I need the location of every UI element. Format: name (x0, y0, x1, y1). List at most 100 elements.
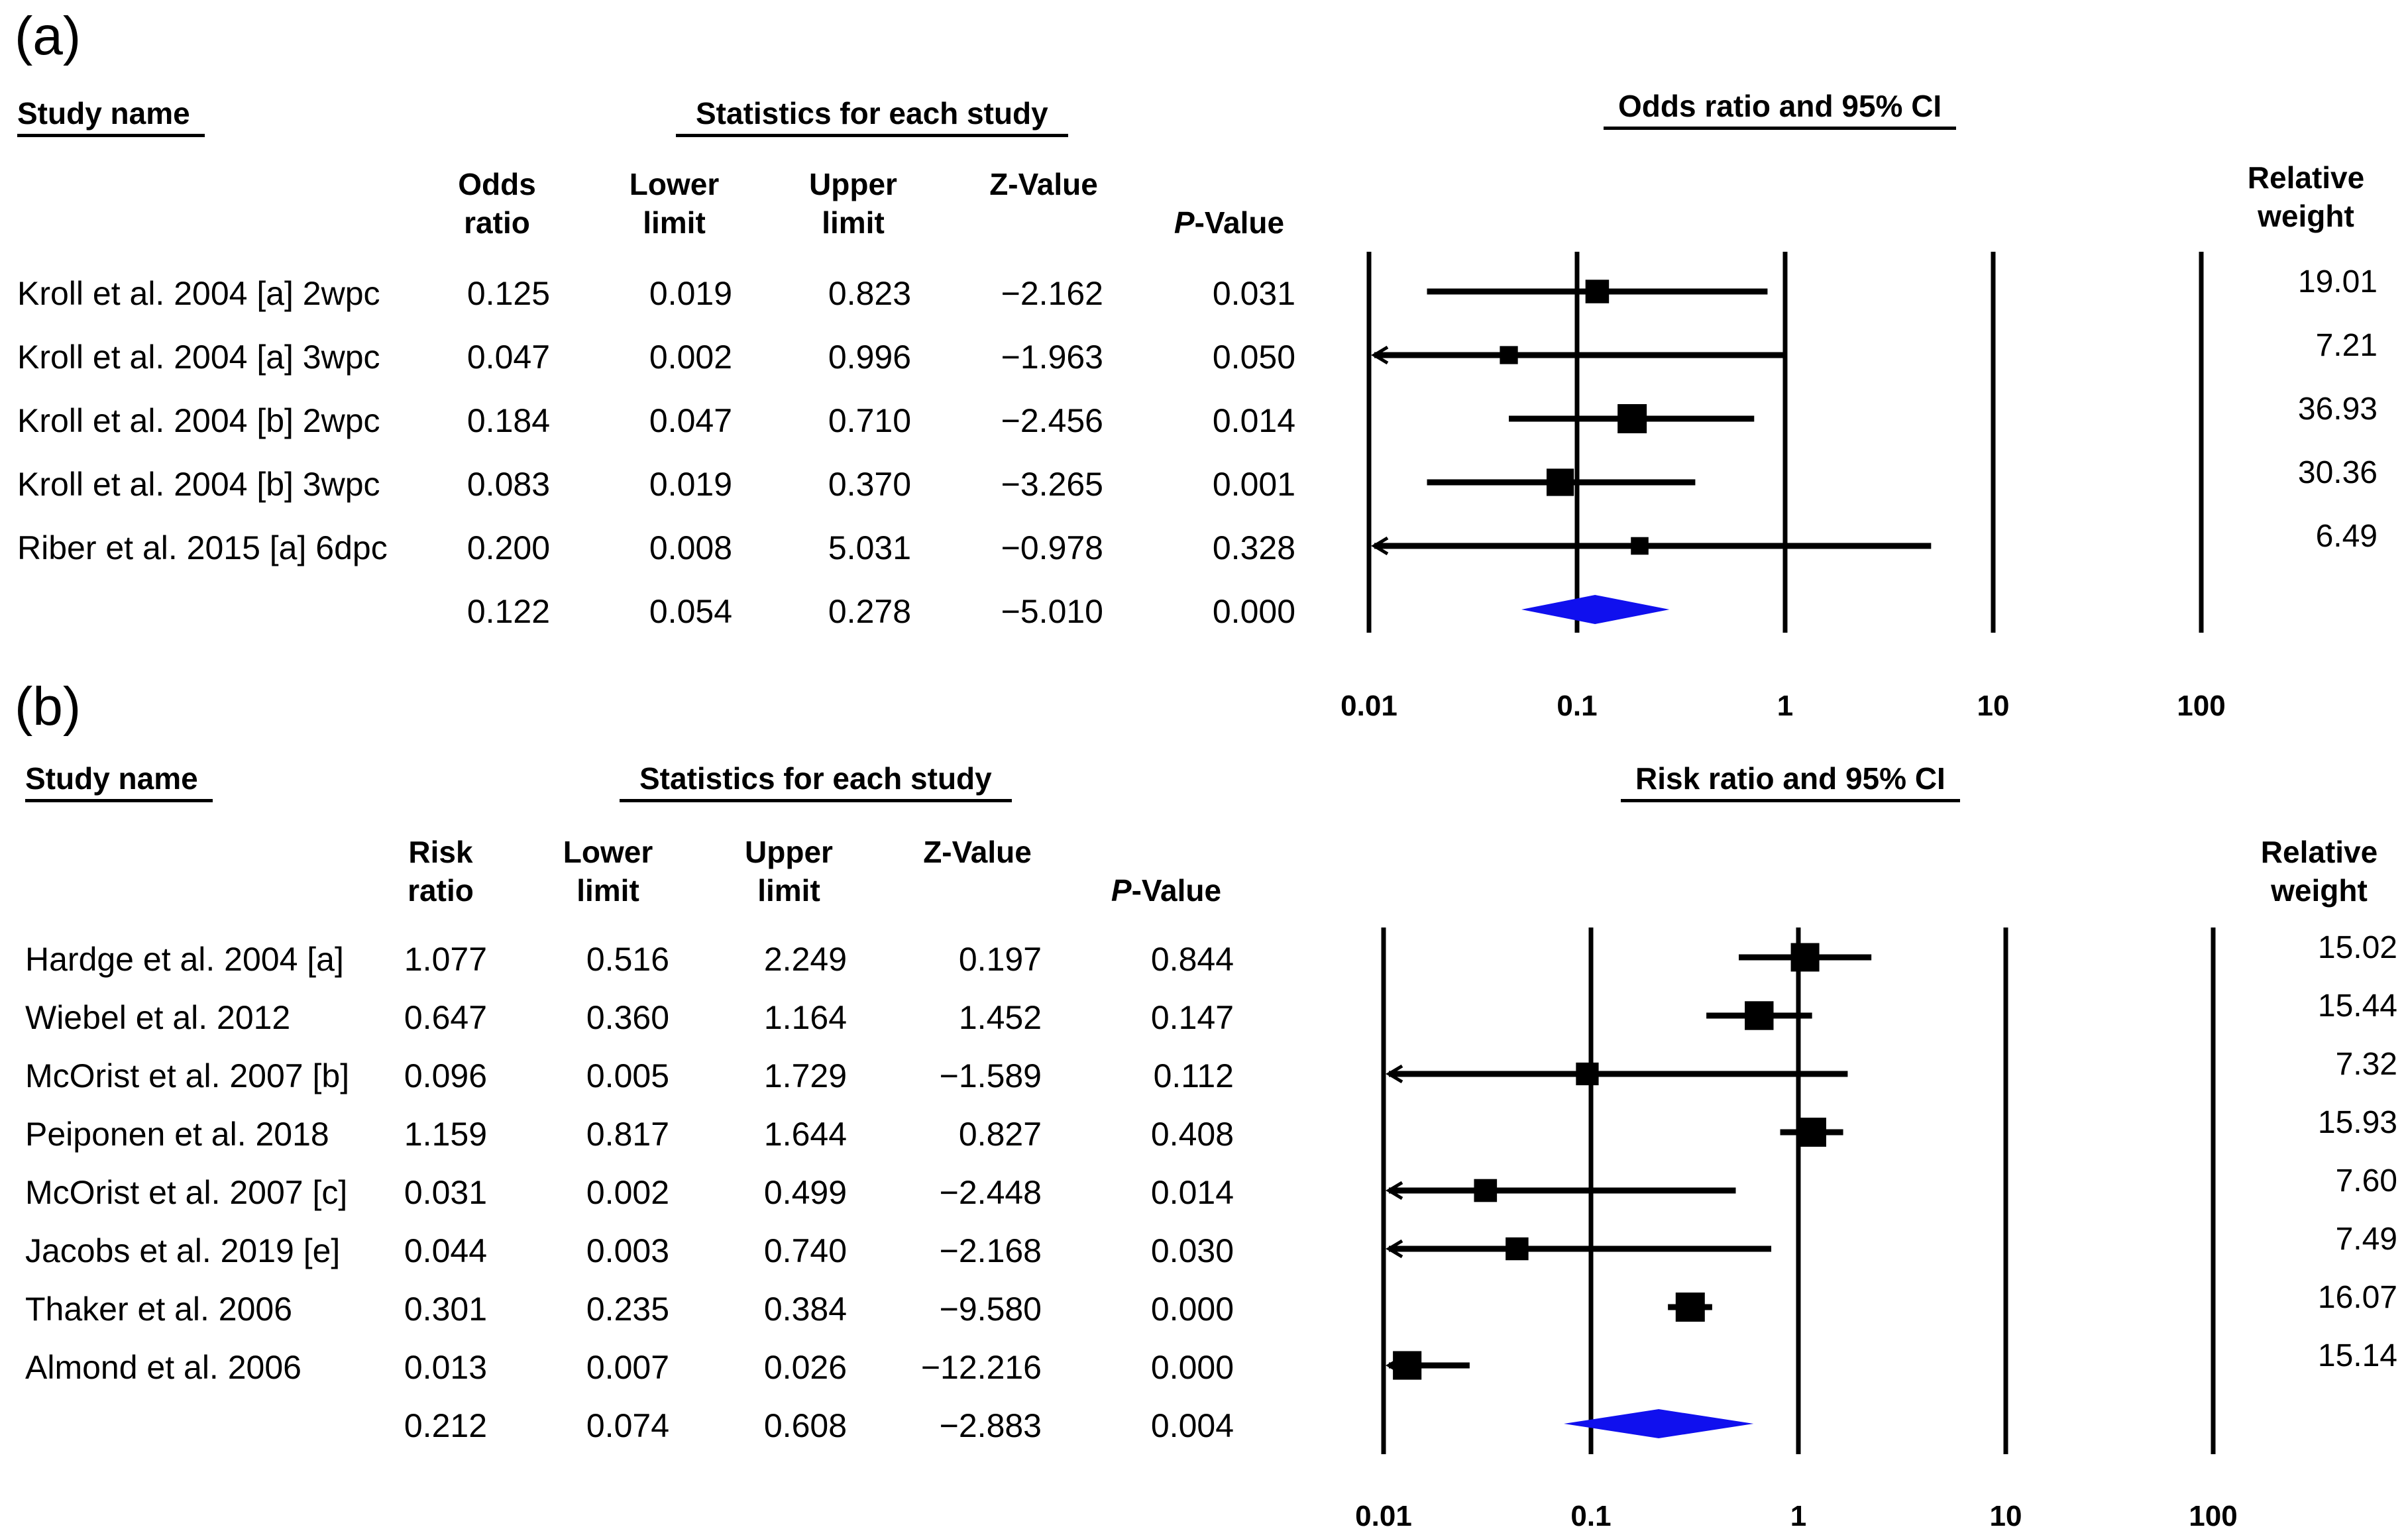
forest-plot-b: 0.01 0.1 1 10 100 (1355, 928, 2238, 1532)
col-header-lower: Lower limit (629, 167, 720, 240)
cell-lower: 0.002 (649, 339, 732, 376)
summary-diamond (1564, 1409, 1754, 1438)
cell-z: −1.589 (939, 1057, 1042, 1094)
ci-arrow (1371, 536, 1389, 556)
point-estimate (1631, 537, 1649, 555)
cell-ratio: 1.159 (404, 1116, 487, 1153)
point-estimate (1474, 1179, 1498, 1202)
summary-p: 0.000 (1212, 593, 1295, 630)
cell-ratio: 0.096 (404, 1057, 487, 1094)
forest-plot-a: 0.01 0.1 1 10 100 (1341, 252, 2226, 722)
stats-header: Statistics for each study (620, 763, 1012, 802)
cell-lower: 0.360 (586, 999, 669, 1036)
cell-z: −0.978 (1001, 529, 1103, 566)
cell-p: 0.844 (1150, 941, 1234, 978)
cell-upper: 1.644 (763, 1116, 847, 1153)
study-name: McOrist et al. 2007 [c] (25, 1174, 348, 1211)
cell-ratio: 0.301 (404, 1291, 487, 1328)
panel-label: (b) (15, 676, 82, 737)
study-name: Kroll et al. 2004 [a] 3wpc (17, 339, 380, 376)
ci-arrow (1386, 1064, 1403, 1084)
cell-ratio: 0.200 (466, 529, 550, 566)
relative-weight: 7.49 (2335, 1222, 2397, 1257)
cell-ratio: 0.031 (404, 1174, 487, 1211)
study-name-header: Study name (25, 763, 213, 802)
cell-ratio: 1.077 (404, 941, 487, 978)
cell-upper: 1.164 (763, 999, 847, 1036)
point-estimate (1675, 1293, 1705, 1322)
summary-lower: 0.054 (649, 593, 732, 630)
cell-z: −12.216 (920, 1349, 1042, 1386)
point-estimate (1745, 1001, 1774, 1030)
summary-upper: 0.608 (763, 1407, 847, 1444)
relative-weight: 15.93 (2317, 1105, 2397, 1140)
summary-p: 0.004 (1150, 1407, 1234, 1444)
cell-p: 0.000 (1150, 1291, 1234, 1328)
study-name: Wiebel et al. 2012 (25, 999, 291, 1036)
point-estimate (1617, 404, 1647, 433)
cell-ratio: 0.184 (466, 402, 550, 439)
stats-header: Statistics for each study (676, 98, 1068, 137)
relative-weight: 7.32 (2335, 1047, 2397, 1082)
study-name: Kroll et al. 2004 [b] 3wpc (17, 466, 380, 503)
cell-z: 0.827 (958, 1116, 1042, 1153)
study-name: Kroll et al. 2004 [b] 2wpc (17, 402, 380, 439)
summary-z: −2.883 (939, 1407, 1042, 1444)
panel-b: (b) Study name Statistics for each study… (0, 669, 2408, 1537)
relative-weight: 15.02 (2317, 930, 2397, 965)
panel-label: (a) (15, 6, 82, 66)
summary-ratio: 0.122 (466, 593, 550, 630)
study-name: Almond et al. 2006 (25, 1349, 301, 1386)
cell-lower: 0.019 (649, 466, 732, 503)
cell-z: −9.580 (939, 1291, 1042, 1328)
cell-p: 0.000 (1150, 1349, 1234, 1386)
cell-z: −2.162 (1001, 275, 1103, 312)
tick-label-4: 100 (2177, 690, 2225, 722)
tick-label-1: 0.1 (1570, 1500, 1611, 1532)
cell-ratio: 0.047 (466, 339, 550, 376)
study-name: Jacobs et al. 2019 [e] (25, 1232, 341, 1269)
cell-lower: 0.516 (586, 941, 669, 978)
cell-p: 0.328 (1212, 529, 1295, 566)
study-name: Thaker et al. 2006 (25, 1291, 293, 1328)
col-header-ratio: Risk ratio (408, 835, 474, 908)
point-estimate (1797, 1118, 1826, 1147)
ci-arrow (1386, 1239, 1403, 1259)
cell-p: 0.050 (1212, 339, 1295, 376)
cell-p: 0.001 (1212, 466, 1295, 503)
relative-weight: 15.44 (2317, 988, 2397, 1024)
tick-label-4: 100 (2189, 1500, 2237, 1532)
cell-lower: 0.005 (586, 1057, 669, 1094)
col-header-ratio: Odds ratio (458, 167, 536, 240)
cell-upper: 0.740 (763, 1232, 847, 1269)
point-estimate (1505, 1237, 1529, 1261)
cell-ratio: 0.083 (466, 466, 550, 503)
cell-z: 0.197 (958, 941, 1042, 978)
tick-label-0: 0.01 (1355, 1500, 1412, 1532)
col-header-p: P-Value (1174, 205, 1285, 240)
cell-lower: 0.817 (586, 1116, 669, 1153)
cell-upper: 2.249 (763, 941, 847, 978)
col-header-upper: Upper limit (809, 167, 897, 240)
col-header-lower: Lower limit (563, 835, 653, 908)
cell-upper: 0.823 (828, 275, 911, 312)
study-name: Riber et al. 2015 [a] 6dpc (17, 529, 388, 566)
ci-arrow (1386, 1181, 1403, 1200)
relative-weight: 30.36 (2297, 455, 2378, 490)
cell-z: 1.452 (958, 999, 1042, 1036)
study-name: McOrist et al. 2007 [b] (25, 1057, 350, 1094)
study-name: Peiponen et al. 2018 (25, 1116, 329, 1153)
study-name: Hardge et al. 2004 [a] (25, 941, 344, 978)
cell-upper: 0.710 (828, 402, 911, 439)
cell-p: 0.030 (1150, 1232, 1234, 1269)
cell-lower: 0.002 (586, 1174, 669, 1211)
cell-lower: 0.008 (649, 529, 732, 566)
cell-upper: 0.370 (828, 466, 911, 503)
cell-p: 0.031 (1212, 275, 1295, 312)
point-estimate (1393, 1351, 1422, 1380)
cell-lower: 0.003 (586, 1232, 669, 1269)
summary-lower: 0.074 (586, 1407, 669, 1444)
relative-weight: 6.49 (2315, 519, 2378, 554)
cell-z: −2.448 (939, 1174, 1042, 1211)
relative-weight: 36.93 (2297, 392, 2378, 427)
